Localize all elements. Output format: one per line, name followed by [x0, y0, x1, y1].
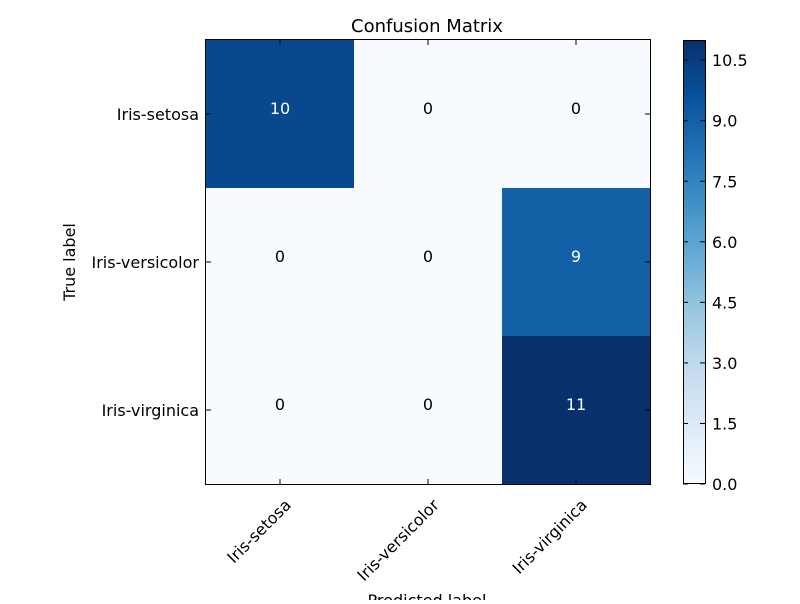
- heatmap-cell: [206, 40, 355, 189]
- heatmap-cell: [206, 188, 355, 337]
- y-tick-label: Iris-setosa: [117, 105, 199, 124]
- cell-value-label: 0: [423, 99, 433, 118]
- cell-value-label: 0: [275, 395, 285, 414]
- heatmap-cells: [206, 40, 651, 485]
- colorbar-tick-label: 6.0: [712, 233, 737, 252]
- cell-value-label: 10: [270, 99, 290, 118]
- cell-value-labels: 10 0 0 0 0 9 0 0 11: [270, 99, 586, 414]
- cell-value-label: 0: [423, 247, 433, 266]
- heatmap-cell: [502, 40, 651, 189]
- colorbar-tick-label: 0.0: [712, 475, 737, 494]
- colorbar-tick-label: 9.0: [712, 112, 737, 131]
- colorbar-tick-label: 10.5: [712, 51, 748, 70]
- colorbar: 0.0 1.5 3.0 4.5 6.0 7.5 9.0 10.5: [683, 40, 748, 494]
- heatmap-cell: [354, 188, 503, 337]
- y-axis-label: True label: [60, 223, 79, 302]
- cell-value-label: 0: [571, 99, 581, 118]
- x-tick-label: Iris-setosa: [223, 495, 295, 567]
- plot-border: [205, 39, 651, 485]
- colorbar-border: [683, 40, 706, 484]
- cell-value-label: 0: [275, 247, 285, 266]
- colorbar-tick-label: 1.5: [712, 414, 737, 433]
- y-tick-label: Iris-versicolor: [92, 253, 200, 272]
- chart-title: Confusion Matrix: [351, 16, 503, 37]
- colorbar-tick-label: 3.0: [712, 354, 737, 373]
- colorbar-tick-label: 7.5: [712, 172, 737, 191]
- heatmap-cell: [354, 40, 503, 189]
- x-tick-label: Iris-versicolor: [353, 495, 443, 585]
- heatmap-cell: [502, 336, 651, 485]
- colorbar-ticks: 0.0 1.5 3.0 4.5 6.0 7.5 9.0 10.5: [683, 51, 748, 494]
- heatmap-cell: [206, 336, 355, 485]
- x-tick-label: Iris-virginica: [509, 495, 591, 577]
- y-axis-ticks: Iris-setosa Iris-versicolor Iris-virginica: [92, 105, 650, 420]
- colorbar-gradient: [683, 40, 705, 484]
- cell-value-label: 9: [571, 247, 581, 266]
- cell-value-label: 0: [423, 395, 433, 414]
- cell-value-label: 11: [566, 395, 586, 414]
- x-axis-label: Predicted label: [368, 591, 487, 600]
- colorbar-tick-label: 4.5: [712, 293, 737, 312]
- heatmap-cell: [354, 336, 503, 485]
- y-tick-label: Iris-virginica: [102, 401, 199, 420]
- heatmap-cell: [502, 188, 651, 337]
